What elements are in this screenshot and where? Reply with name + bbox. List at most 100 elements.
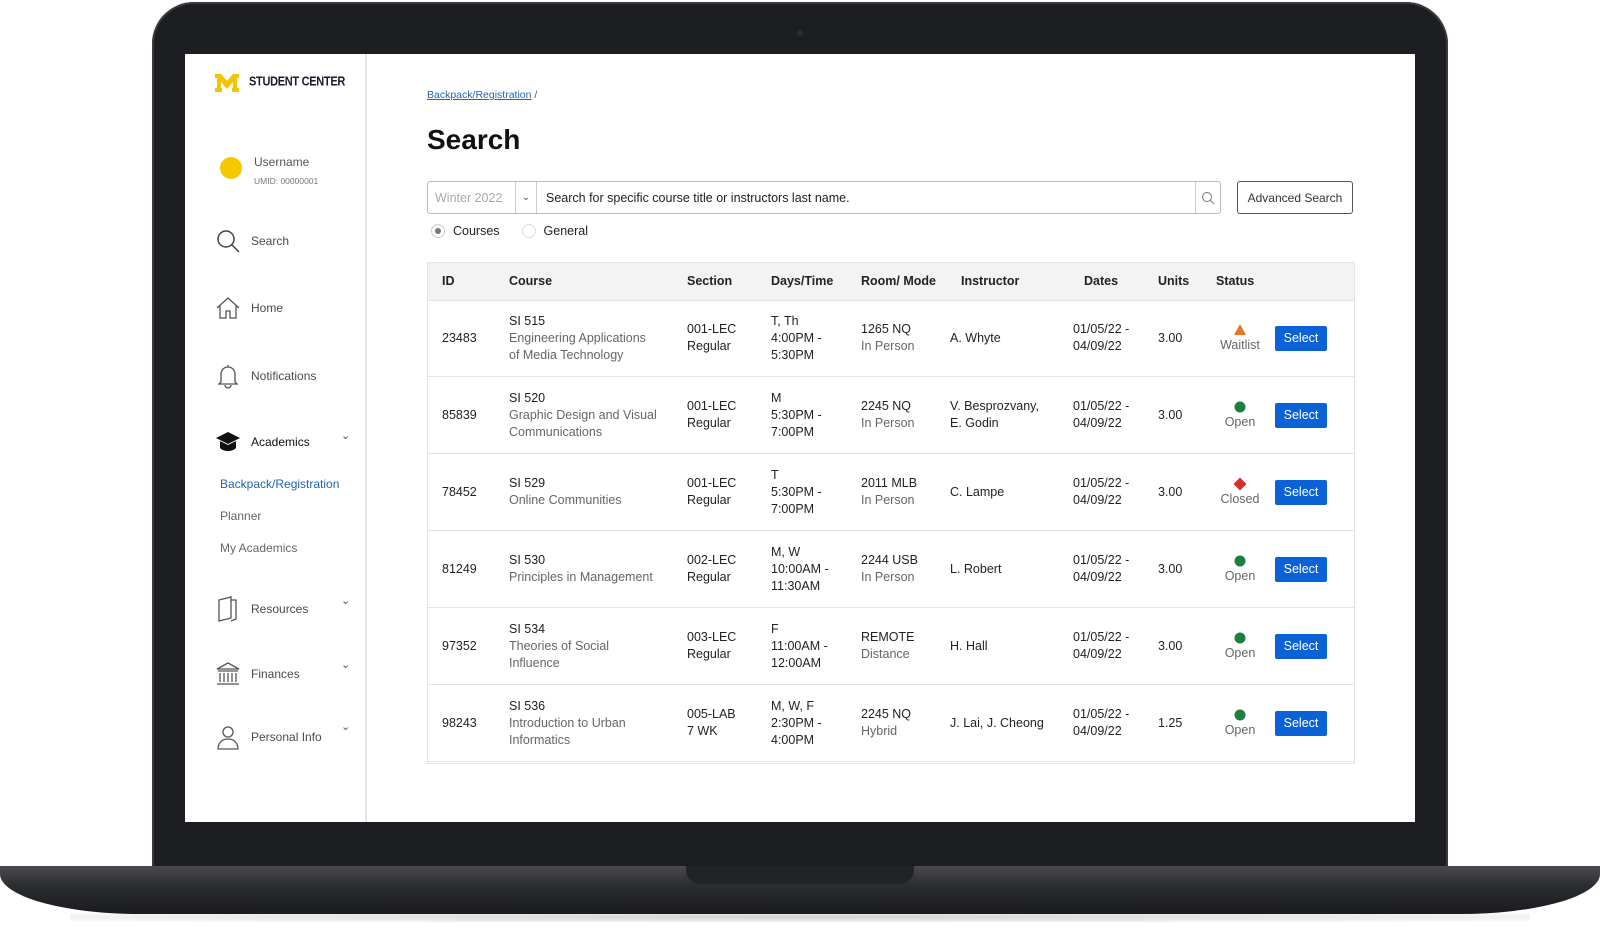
- action-cell: Select: [1271, 685, 1331, 761]
- nav-academics[interactable]: Academics: [215, 427, 310, 457]
- cell-units: 1.25: [1158, 715, 1183, 730]
- chevron[interactable]: ⌄: [341, 659, 351, 671]
- cell-instructor: A. Whyte: [950, 330, 1001, 345]
- cell: T 5:30PM - 7:00PM: [771, 454, 843, 530]
- cell: 01/05/22 - 04/09/22: [1073, 685, 1133, 761]
- table-row: 85839 SI 520 Graphic Design and Visual Com…: [428, 377, 1354, 454]
- umid: UMID: 00000001: [254, 176, 319, 186]
- cell-room: 2011 MLB: [861, 476, 918, 490]
- cell: 005-LAB 7 WK: [687, 685, 757, 761]
- cell-name: Engineering Applications of Media Techno…: [509, 330, 646, 362]
- sub-nav-active[interactable]: Backpack/Registration: [220, 477, 340, 491]
- status: Open: [1200, 608, 1280, 684]
- cell: SI 534 Theories of Social Influence: [509, 608, 659, 684]
- nav-finances[interactable]: Finances: [215, 659, 300, 689]
- cell-days: F: [771, 621, 779, 636]
- cell-units: 3.00: [1158, 330, 1183, 345]
- cell-section-type: Regular: [687, 493, 731, 507]
- cell-id: 97352: [442, 638, 477, 653]
- status-shape: [1233, 477, 1247, 490]
- nav-label: Search: [251, 234, 290, 248]
- status: Open: [1200, 685, 1280, 761]
- cell-days: M, W: [771, 544, 801, 559]
- radio[interactable]: [521, 224, 536, 238]
- cell-instructor: C. Lampe: [950, 484, 1005, 499]
- cell-id: 81249: [442, 561, 477, 576]
- column-header: Course: [509, 274, 553, 288]
- main: Backpack/Registration / Search Winter 20…: [427, 54, 1407, 822]
- cell-dates: 01/05/22 - 04/09/22: [1073, 630, 1130, 661]
- nav-personal-info[interactable]: Personal Info: [215, 722, 322, 752]
- status-label: Waitlist: [1220, 337, 1260, 352]
- select-button[interactable]: Select: [1275, 479, 1327, 505]
- breadcrumb-link[interactable]: Backpack/Registration: [427, 89, 532, 101]
- status-shape: [1234, 401, 1246, 412]
- laptop-shadow: [70, 912, 1530, 922]
- cell-time: 11:00AM - 12:00AM: [771, 638, 828, 670]
- cell: SI 515 Engineering Applications of Media …: [509, 300, 659, 376]
- cell: SI 520 Graphic Design and Visual Communic…: [509, 377, 659, 453]
- action-cell: Select: [1271, 531, 1331, 607]
- cell: C. Lampe: [950, 454, 1050, 530]
- nav-label: Personal Info: [251, 730, 322, 744]
- radio-label: Courses: [453, 224, 500, 238]
- cell-days: T: [771, 467, 779, 482]
- select-button[interactable]: Select: [1275, 325, 1327, 351]
- laptop-notch: [686, 866, 914, 884]
- cap-icon: [216, 432, 240, 451]
- term-select[interactable]: Winter 2022: [428, 182, 516, 213]
- radio-label: General: [543, 224, 589, 238]
- column-header: Status: [1216, 274, 1255, 288]
- cell-section: 002-LEC: [687, 553, 737, 567]
- term-dropdown[interactable]: ⌄: [516, 182, 537, 213]
- status: Open: [1200, 531, 1280, 607]
- breadcrumb: Backpack/Registration /: [427, 89, 537, 101]
- table-row: 23483 SI 515 Engineering Applications of M…: [428, 300, 1354, 377]
- cell-time: 4:00PM - 5:30PM: [771, 330, 822, 362]
- select-button[interactable]: Select: [1275, 402, 1327, 428]
- action-cell: Select: [1271, 608, 1331, 684]
- sub-nav[interactable]: Planner: [220, 509, 262, 523]
- select-button[interactable]: Select: [1275, 556, 1327, 582]
- sub-nav[interactable]: My Academics: [220, 541, 298, 555]
- cell-section: 003-LEC: [687, 630, 737, 644]
- cell-dates: 01/05/22 - 04/09/22: [1073, 322, 1130, 353]
- search-input[interactable]: Search for specific course title or inst…: [537, 182, 1195, 213]
- chevron[interactable]: ⌄: [341, 595, 351, 607]
- select-button[interactable]: Select: [1275, 710, 1327, 736]
- status: Open: [1200, 377, 1280, 453]
- action-cell: Select: [1271, 454, 1331, 530]
- logo[interactable]: [215, 74, 239, 92]
- search-button[interactable]: [1195, 182, 1220, 213]
- cell-section: 001-LEC: [687, 322, 737, 336]
- cell: T, Th 4:00PM - 5:30PM: [771, 300, 843, 376]
- nav-resources[interactable]: Resources: [215, 594, 308, 624]
- search-icon: [1202, 191, 1215, 204]
- cell: 3.00: [1158, 608, 1198, 684]
- cell: A. Whyte: [950, 300, 1050, 376]
- nav-search[interactable]: Search: [215, 226, 289, 256]
- cell: 1.25: [1158, 685, 1198, 761]
- cell: V. Besprozvany, E. Godin: [950, 377, 1050, 453]
- cell: 78452: [442, 454, 502, 530]
- radio-checked[interactable]: [431, 224, 445, 238]
- select-button[interactable]: Select: [1275, 633, 1327, 659]
- cell: 01/05/22 - 04/09/22: [1073, 377, 1133, 453]
- column-header: Room/ Mode: [861, 274, 936, 288]
- advanced-search-button[interactable]: Advanced Search: [1237, 181, 1353, 214]
- cell-id: 23483: [442, 330, 477, 345]
- search-options: Courses General: [431, 224, 588, 238]
- cell: 01/05/22 - 04/09/22: [1073, 300, 1133, 376]
- cell-section: 001-LEC: [687, 399, 737, 413]
- chevron[interactable]: ⌄: [341, 721, 351, 733]
- chevron[interactable]: ⌄: [341, 430, 351, 442]
- cell-dates: 01/05/22 - 04/09/22: [1073, 399, 1130, 430]
- cell: SI 536 Introduction to Urban Informatics: [509, 685, 659, 761]
- search-placeholder: Search for specific course title or inst…: [546, 190, 850, 205]
- nav-home[interactable]: Home: [215, 293, 283, 323]
- status-label: Closed: [1220, 491, 1260, 506]
- status: Waitlist: [1200, 300, 1280, 376]
- cell-code: SI 520: [509, 390, 546, 405]
- nav-notifications[interactable]: Notifications: [215, 361, 316, 391]
- search-bar: Winter 2022 ⌄ Search for specific course…: [427, 181, 1221, 214]
